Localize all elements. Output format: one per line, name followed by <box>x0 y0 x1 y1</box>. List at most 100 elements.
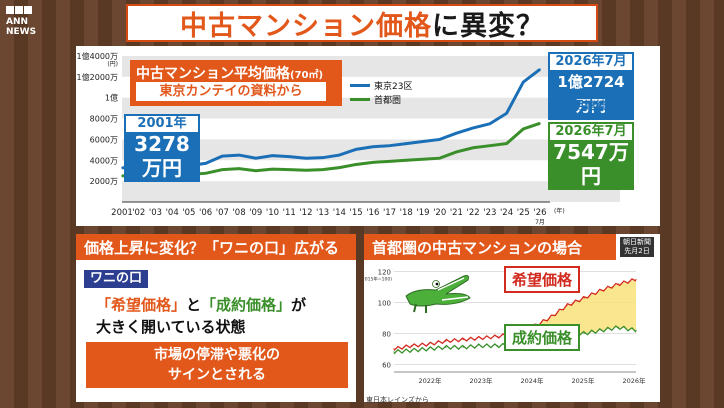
y-tick-label: 80 <box>382 330 391 338</box>
x-tick-label: 2023年 <box>469 376 493 385</box>
data-point <box>321 168 324 171</box>
data-point <box>462 346 464 348</box>
data-point <box>388 160 391 163</box>
main-chart-title-unit: (70㎡) <box>290 70 324 81</box>
y-tick-label: 1億4000万 <box>77 51 118 61</box>
data-point <box>445 346 447 348</box>
data-point <box>505 112 508 115</box>
data-point <box>388 144 391 147</box>
data-point <box>410 349 412 351</box>
x-tick-label: 2024年 <box>520 376 544 385</box>
data-point <box>372 145 374 148</box>
y-tick-label: 100 <box>378 300 391 308</box>
x-tick-label: '09 <box>249 208 262 218</box>
data-point <box>271 168 274 170</box>
tag-kibou: 希望価格 <box>504 266 581 293</box>
callout-end-green-value: 7547万円 <box>550 140 632 188</box>
data-point <box>479 345 482 347</box>
crocodile-icon <box>405 275 471 313</box>
data-point <box>422 140 424 143</box>
y-tick-label: 120 <box>378 269 391 277</box>
right-box-header: 首都圏の中古マンションの場合 <box>364 234 616 260</box>
data-point <box>427 348 430 350</box>
left-box-line1: 「希望価格」と「成約価格」が <box>96 296 307 314</box>
data-point <box>238 167 240 170</box>
data-point <box>522 128 525 130</box>
legend-swatch <box>350 97 370 101</box>
x-tick-label: '20 <box>433 208 446 218</box>
x-tick-label: '19 <box>416 208 429 218</box>
left-box-line2: 大きく開いている状態 <box>96 318 246 336</box>
callout-start: 2001年 3278万円 <box>124 114 200 182</box>
data-point <box>372 161 374 164</box>
data-point <box>462 339 464 341</box>
left-box-header: 価格上昇に変化？「ワニの口」広がる <box>76 234 356 260</box>
callout-end-blue-note: 2カ月連続下落 <box>555 99 629 112</box>
x-tick-label: '26 <box>533 208 546 218</box>
y-unit-label: (円) <box>107 61 118 68</box>
data-point <box>600 289 603 291</box>
main-chart-subtitle: 東京カンテイの資料から <box>136 82 326 101</box>
data-point <box>405 142 408 145</box>
y-tick-label: 1億2000万 <box>77 72 118 82</box>
data-point <box>445 340 447 342</box>
main-chart-title: 中古マンション平均価格 <box>136 66 290 82</box>
data-point <box>489 122 491 125</box>
callout-end-blue: 2026年7月 1億2724万円 <box>548 52 634 120</box>
data-point <box>583 297 585 299</box>
data-point <box>618 326 620 328</box>
x-tick-label: '16 <box>366 208 379 218</box>
crocodile-legs <box>413 303 427 313</box>
data-point <box>422 158 424 161</box>
data-point <box>204 162 207 165</box>
data-point <box>338 166 341 169</box>
x-tick-label: '10 <box>266 208 279 218</box>
y-tick-label: 8000万 <box>90 115 118 124</box>
data-point <box>254 157 257 159</box>
y-unit-label: (2015年=100) <box>364 276 392 283</box>
x-tick-label: '08 <box>232 208 245 218</box>
main-chart-title-box: 中古マンション平均価格(70㎡) 東京カンテイの資料から <box>130 60 342 106</box>
left-box-banner: 市場の停滞や悪化の サインとされる <box>86 342 348 388</box>
y-tick-label: 4000万 <box>90 156 118 165</box>
tag-seiyaku: 成約価格 <box>504 324 581 351</box>
data-point <box>583 332 585 335</box>
data-point <box>221 168 224 171</box>
y-tick-label: 1億 <box>105 93 118 103</box>
data-point <box>238 154 240 156</box>
data-point <box>321 156 324 159</box>
source-note: 東日本レインズから <box>366 396 429 404</box>
x-last-note: 7月 <box>535 219 545 226</box>
callout-end-blue-date: 2026年7月 <box>550 54 632 70</box>
x-tick-label: 2001 <box>111 208 133 218</box>
legend-label: 東京23区 <box>374 81 413 92</box>
data-point <box>254 169 257 172</box>
left-explanation-box: 価格上昇に変化？「ワニの口」広がる ワニの口 「希望価格」と「成約価格」が 大き… <box>76 234 356 402</box>
data-point <box>618 283 620 285</box>
page-title: 中古マンション価格 に異変？ <box>126 4 598 42</box>
x-tick-label: '22 <box>467 208 480 218</box>
x-tick-label: '05 <box>182 208 195 218</box>
callout-end-green: 2026年7月 7547万円 <box>548 122 634 190</box>
wani-label: ワニの口 <box>84 270 149 288</box>
right-box-date: 朝日新聞 先月2日 <box>620 237 654 257</box>
y-tick-label: 60 <box>382 361 391 369</box>
data-point <box>305 157 307 159</box>
x-tick-label: '04 <box>166 208 179 218</box>
data-point <box>355 163 357 166</box>
x-tick-label: '23 <box>483 208 496 218</box>
data-point <box>288 168 290 171</box>
x-tick-label: '24 <box>500 208 513 218</box>
x-tick-label: '18 <box>400 208 413 218</box>
y-tick-label: 6000万 <box>90 135 118 144</box>
x-tick-label: '12 <box>299 208 312 218</box>
title-rest: に異変？ <box>432 10 544 42</box>
data-point <box>427 343 430 345</box>
crocodile-pupil <box>435 282 439 286</box>
data-point <box>600 329 603 331</box>
data-point <box>288 155 290 158</box>
x-tick-label: '14 <box>333 208 346 218</box>
data-point <box>121 175 123 177</box>
data-point <box>355 148 357 151</box>
data-point <box>438 138 441 141</box>
